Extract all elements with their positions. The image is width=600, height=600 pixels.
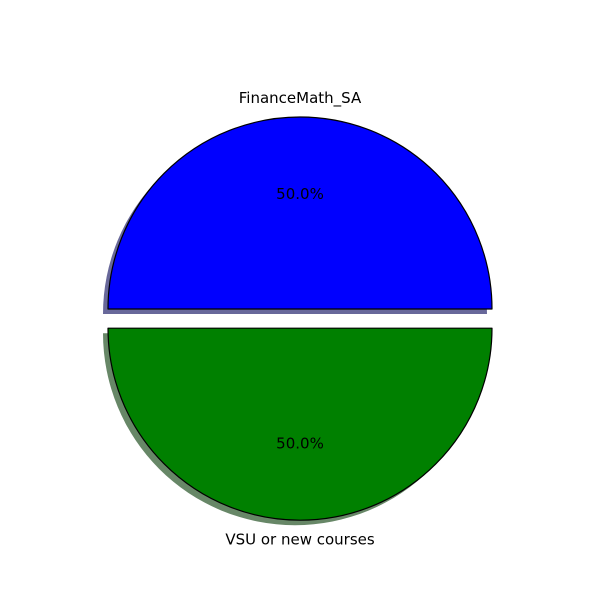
slice-label-vsu-or-new-courses: VSU or new courses — [225, 530, 375, 548]
slice-wedges — [107, 116, 493, 521]
slice-financemath-sa — [107, 116, 493, 310]
slice-label-financemath-sa: FinanceMath_SA — [239, 89, 362, 108]
slice-percent-vsu-or-new-courses: 50.0% — [276, 434, 324, 452]
slice-vsu-or-new-courses — [107, 327, 493, 521]
slice-labels: FinanceMath_SA 50.0% VSU or new courses 50.… — [225, 89, 375, 549]
slice-percent-financemath-sa: 50.0% — [276, 185, 324, 203]
